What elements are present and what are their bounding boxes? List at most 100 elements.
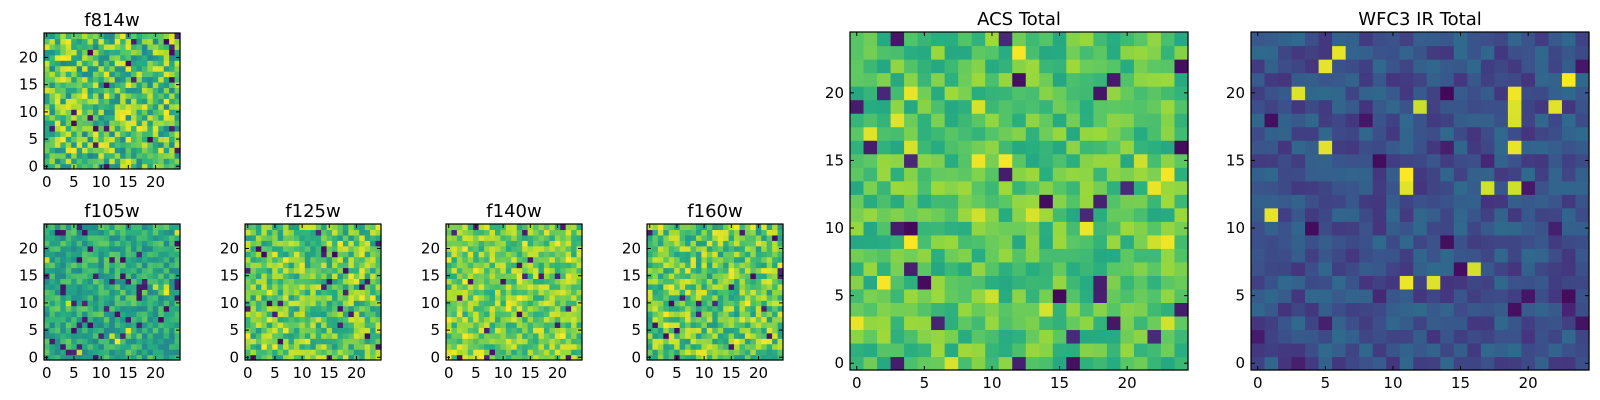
- heatmap-cell: [1160, 113, 1176, 128]
- heatmap-cell: [98, 272, 105, 279]
- heatmap-cell: [87, 152, 94, 159]
- heatmap-cell: [850, 72, 865, 87]
- heatmap-cell: [1467, 302, 1482, 317]
- heatmap-cell: [543, 256, 550, 263]
- heatmap-cell: [1575, 275, 1590, 290]
- heatmap-cell: [87, 71, 94, 78]
- heatmap-cell: [125, 120, 132, 127]
- heatmap-cell: [60, 152, 67, 159]
- heatmap-cell: [679, 234, 686, 241]
- heatmap-cell: [877, 153, 892, 168]
- heatmap-cell: [103, 338, 110, 345]
- heatmap-cell: [147, 103, 154, 110]
- heatmap-cell: [1507, 126, 1522, 141]
- heatmap-cell: [76, 98, 83, 105]
- heatmap-cell: [1174, 180, 1189, 195]
- heatmap-cell: [364, 332, 371, 339]
- heatmap-cell: [647, 283, 654, 290]
- heatmap-cell: [1575, 221, 1590, 236]
- heatmap-cell: [717, 283, 724, 290]
- heatmap-cell: [1561, 113, 1577, 128]
- heatmap-cell: [1264, 140, 1279, 155]
- heatmap-cell: [1548, 99, 1563, 114]
- heatmap-cell: [971, 99, 986, 114]
- heatmap-cell: [359, 349, 366, 356]
- heatmap-cell: [728, 245, 735, 252]
- heatmap-cell: [283, 224, 290, 231]
- x-tick-label: 10: [695, 364, 714, 382]
- heatmap-cell: [538, 278, 545, 285]
- heatmap-cell: [174, 49, 181, 56]
- heatmap-cell: [863, 153, 878, 168]
- heatmap-cell: [1318, 194, 1333, 209]
- heatmap-cell: [163, 43, 170, 50]
- heatmap-cell: [103, 294, 110, 301]
- heatmap-cell: [169, 152, 176, 159]
- heatmap-cell: [337, 338, 344, 345]
- heatmap-cell: [533, 256, 540, 263]
- heatmap-cell: [92, 321, 99, 328]
- heatmap-cell: [169, 289, 176, 296]
- heatmap-cell: [890, 302, 905, 317]
- heatmap-cell: [706, 294, 713, 301]
- heatmap-cell: [723, 229, 730, 236]
- heatmap-cell: [321, 343, 328, 350]
- heatmap-cell: [125, 267, 132, 274]
- heatmap-cell: [904, 342, 919, 358]
- heatmap-cell: [158, 147, 165, 154]
- heatmap-cell: [744, 262, 751, 269]
- heatmap-cell: [576, 256, 583, 263]
- heatmap-cell: [49, 92, 56, 99]
- heatmap-cell: [739, 332, 746, 339]
- heatmap-cell: [1291, 342, 1306, 358]
- heatmap-cell: [114, 289, 121, 296]
- heatmap-cell: [543, 278, 550, 285]
- heatmap-cell: [54, 283, 61, 290]
- heatmap-cell: [1426, 356, 1441, 371]
- heatmap-cell: [701, 321, 708, 328]
- heatmap-cell: [1052, 153, 1067, 168]
- heatmap-cell: [850, 315, 865, 331]
- heatmap-cell: [674, 262, 681, 269]
- heatmap-cell: [1575, 234, 1590, 249]
- heatmap-cell: [131, 354, 138, 361]
- heatmap-cell: [342, 272, 349, 279]
- heatmap-cell: [690, 311, 697, 318]
- heatmap-cell: [348, 278, 355, 285]
- heatmap-cell: [141, 283, 148, 290]
- heatmap-cell: [92, 60, 99, 67]
- heatmap-cell: [109, 332, 116, 339]
- heatmap-cell: [527, 338, 534, 345]
- heatmap-cell: [944, 288, 959, 303]
- heatmap-cell: [1386, 261, 1401, 276]
- heatmap-cell: [489, 283, 496, 290]
- heatmap-cell: [158, 229, 165, 236]
- heatmap-cell: [904, 207, 919, 222]
- heatmap-cell: [971, 329, 986, 344]
- heatmap-cell: [114, 338, 121, 345]
- heatmap-cell: [1160, 72, 1176, 87]
- heatmap-cell: [511, 311, 518, 318]
- heatmap-cell: [60, 43, 67, 50]
- heatmap-cell: [663, 343, 670, 350]
- heatmap-cell: [706, 240, 713, 247]
- heatmap-cell: [114, 71, 121, 78]
- y-tick-label: 10: [622, 294, 641, 312]
- heatmap-cell: [533, 294, 540, 301]
- heatmap-cell: [1120, 234, 1135, 249]
- heatmap-cell: [1147, 207, 1162, 222]
- heatmap-cell: [272, 240, 279, 247]
- heatmap-cell: [60, 92, 67, 99]
- heatmap-cell: [565, 343, 572, 350]
- heatmap-cell: [549, 278, 556, 285]
- heatmap-cell: [931, 45, 946, 60]
- heatmap-cell: [657, 267, 664, 274]
- heatmap-cell: [375, 267, 382, 274]
- heatmap-cell: [1345, 315, 1360, 331]
- heatmap-cell: [750, 272, 757, 279]
- heatmap-cell: [288, 332, 295, 339]
- heatmap-cell: [1494, 72, 1509, 87]
- heatmap-cell: [456, 283, 463, 290]
- heatmap-cell: [850, 45, 865, 60]
- heatmap-cell: [890, 356, 905, 371]
